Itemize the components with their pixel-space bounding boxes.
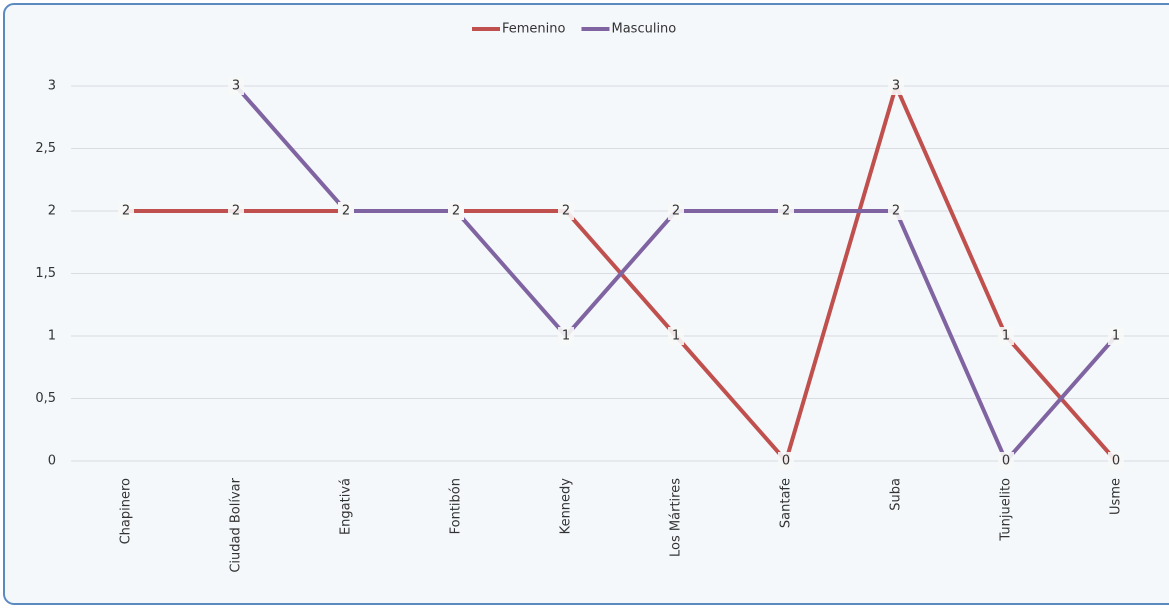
card [3, 3, 1169, 605]
data-label-box [998, 452, 1014, 470]
data-label-box [888, 77, 904, 95]
data-label: 3 [232, 79, 240, 94]
data-label: 3 [892, 79, 900, 94]
y-tick-label: 3 [48, 79, 56, 94]
data-label: 2 [122, 204, 130, 219]
data-label-group: 1 [998, 327, 1014, 345]
x-tick-label: Tunjuelito [999, 478, 1014, 542]
data-label-group: 0 [1108, 452, 1124, 470]
data-label-box [998, 327, 1014, 345]
data-label-group: 1 [668, 327, 684, 345]
data-label-box [448, 202, 464, 220]
data-label: 2 [232, 204, 240, 219]
data-label-box [118, 202, 134, 220]
data-label-box [1108, 452, 1124, 470]
data-label-group: 3 [228, 77, 244, 95]
x-tick-label: Kennedy [559, 478, 574, 535]
data-label-group: 1 [1108, 327, 1124, 345]
data-label: 1 [1002, 329, 1010, 344]
data-label-box [1108, 327, 1124, 345]
data-label-box [888, 202, 904, 220]
data-label-group: 2 [778, 202, 794, 220]
y-tick-label: 1,5 [35, 266, 56, 281]
x-tick-label: Suba [889, 478, 904, 511]
data-label-group: 2 [338, 202, 354, 220]
data-label-box [778, 452, 794, 470]
data-label-box [228, 77, 244, 95]
data-label-group: 0 [778, 452, 794, 470]
x-tick-label: Usme [1109, 478, 1124, 515]
data-label: 0 [1112, 454, 1120, 469]
data-label-box [778, 202, 794, 220]
y-tick-label: 0 [48, 454, 56, 469]
data-label-group: 1 [558, 327, 574, 345]
data-label-group: 2 [888, 202, 904, 220]
data-label: 1 [672, 329, 680, 344]
x-tick-label: Chapinero [119, 478, 134, 544]
x-tick-label: Engativá [339, 478, 354, 535]
y-tick-label: 1 [48, 329, 56, 344]
data-label-group: 0 [998, 452, 1014, 470]
data-label: 1 [1112, 329, 1120, 344]
data-label: 2 [782, 204, 790, 219]
data-label-group: 2 [558, 202, 574, 220]
data-label: 0 [782, 454, 790, 469]
x-tick-label: Ciudad Bolívar [229, 477, 244, 572]
data-label-box [668, 202, 684, 220]
data-label: 2 [672, 204, 680, 219]
y-tick-label: 2 [48, 204, 56, 219]
data-label: 2 [342, 204, 350, 219]
x-tick-label: Los Mártires [669, 478, 684, 557]
x-tick-label: Fontibón [449, 478, 464, 534]
data-label: 2 [562, 204, 570, 219]
y-tick-label: 2,5 [35, 141, 56, 156]
data-label-group: 2 [228, 202, 244, 220]
data-label-box [558, 202, 574, 220]
legend-label: Masculino [611, 22, 676, 37]
data-label: 2 [892, 204, 900, 219]
data-label: 2 [452, 204, 460, 219]
data-label: 1 [562, 329, 570, 344]
data-label-group: 2 [118, 202, 134, 220]
data-label-box [338, 202, 354, 220]
legend-label: Femenino [502, 22, 566, 37]
y-tick-label: 0,5 [35, 391, 56, 406]
data-label: 0 [1002, 454, 1010, 469]
data-label-group: 3 [888, 77, 904, 95]
data-label-box [668, 327, 684, 345]
data-label-group: 2 [668, 202, 684, 220]
x-tick-label: Santafe [779, 478, 794, 528]
data-label-box [558, 327, 574, 345]
data-label-box [228, 202, 244, 220]
data-label-group: 2 [448, 202, 464, 220]
